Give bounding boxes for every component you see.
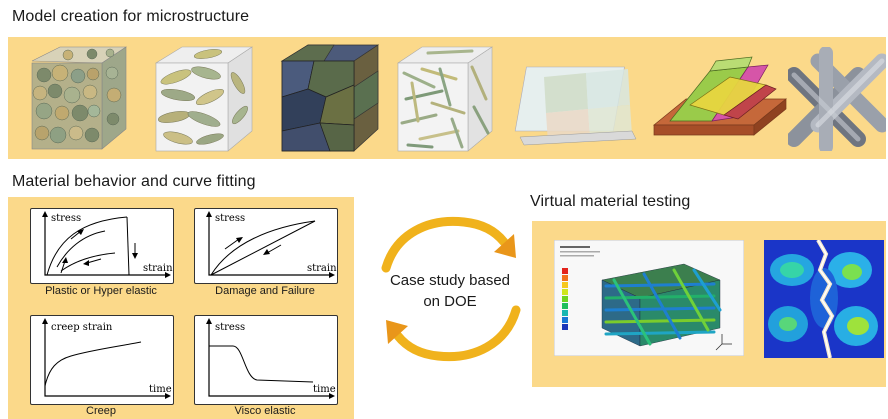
plot3-caption: Creep: [86, 405, 116, 417]
section-title-model-creation: Model creation for microstructure: [12, 8, 250, 25]
microstructure-models-band: [8, 37, 886, 159]
woven-composite-image: [653, 56, 787, 136]
cycle-arrow-top: [381, 216, 509, 273]
fea-legend: [560, 246, 600, 330]
polycrystal-grain-cube-image: [280, 44, 380, 152]
plot4-y-label: stress: [215, 322, 245, 333]
plot3-y-label: creep strain: [51, 322, 113, 333]
cycle-arrow-top-head: [494, 234, 516, 258]
plot2-y-label: stress: [215, 213, 245, 224]
doe-cycle-arrows: [381, 216, 521, 362]
plastic-hyperelastic-plot: stress strain: [30, 208, 174, 284]
stress-relaxation-chart: stress time: [206, 318, 336, 399]
cycle-arrow-bottom: [393, 305, 521, 362]
visco-elastic-plot: stress time: [194, 315, 338, 405]
plot1-caption: Plastic or Hyper elastic: [45, 285, 157, 297]
cycle-arrow-bottom-head: [386, 320, 408, 344]
axis-triad-icon: [715, 334, 732, 351]
plot2-x-label: strain: [307, 263, 337, 274]
plot4-caption: Visco elastic: [234, 405, 296, 417]
plot1-x-label: strain: [143, 263, 173, 274]
section-title-virtual-testing: Virtual material testing: [530, 193, 691, 210]
short-fiber-cube-image: [397, 46, 493, 152]
material-behavior-band: stress strain Plastic or Hyper elastic s…: [8, 197, 354, 419]
stress-strain-hysteresis-chart: stress strain: [42, 211, 173, 278]
creep-plot: creep strain time: [30, 315, 174, 405]
plot2-caption: Damage and Failure: [215, 285, 315, 297]
damage-stress-strain-chart: stress strain: [206, 211, 337, 278]
crack-contour-image: [764, 240, 884, 358]
laminate-plate-image: [514, 66, 637, 146]
plot1-y-label: stress: [51, 213, 81, 224]
damage-failure-plot: stress strain: [194, 208, 338, 284]
case-study-label: Case study based on DOE: [370, 270, 530, 312]
plot4-x-label: time: [313, 384, 336, 395]
case-study-line1: Case study based: [389, 272, 511, 289]
fea-simulation-image: [554, 240, 744, 356]
virtual-testing-band: [532, 221, 886, 387]
lattice-structure-image: [788, 47, 886, 151]
case-study-line2: on DOE: [423, 293, 477, 310]
ellipsoid-inclusion-cube-image: [154, 46, 253, 152]
creep-strain-time-chart: creep strain time: [42, 318, 172, 399]
section-title-material-behavior: Material behavior and curve fitting: [12, 173, 256, 190]
particle-cube-image: [31, 46, 127, 150]
plot3-x-label: time: [149, 384, 172, 395]
